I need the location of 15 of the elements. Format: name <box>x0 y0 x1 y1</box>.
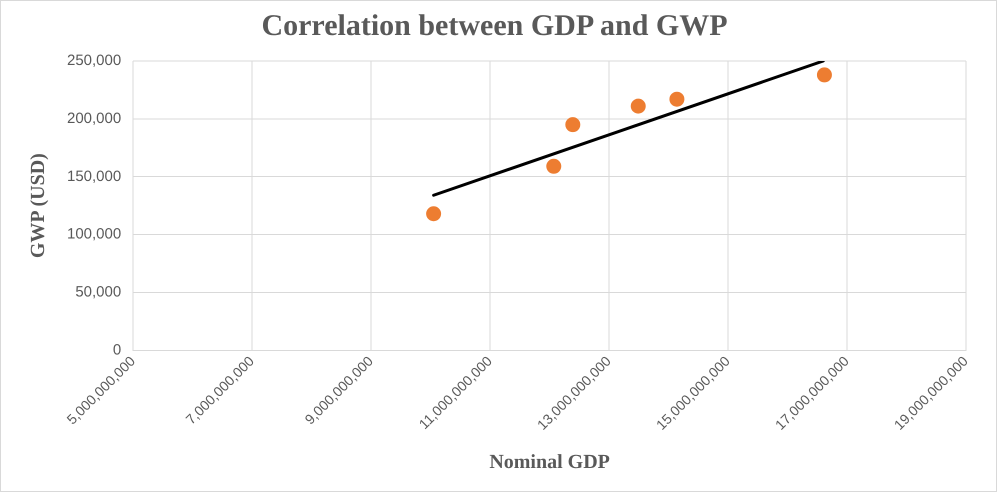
point <box>565 117 580 132</box>
point <box>546 158 562 174</box>
y-tick-label: 100,000 <box>66 226 122 243</box>
y-tick-label: 50,000 <box>75 284 122 301</box>
y-tick-label: 0 <box>112 341 122 358</box>
y-tick-label: 250,000 <box>66 52 122 70</box>
x-axis-title: Nominal GDP <box>489 451 610 474</box>
y-tick-label: 150,000 <box>66 168 122 185</box>
point <box>630 98 646 114</box>
point <box>669 92 684 107</box>
point <box>816 67 832 82</box>
y-tick-label: 200,000 <box>66 110 122 127</box>
y-axis-title: GWP (USD) <box>27 153 50 258</box>
point <box>426 206 442 222</box>
chart-title: Correlation between GDP and GWP <box>261 8 728 42</box>
